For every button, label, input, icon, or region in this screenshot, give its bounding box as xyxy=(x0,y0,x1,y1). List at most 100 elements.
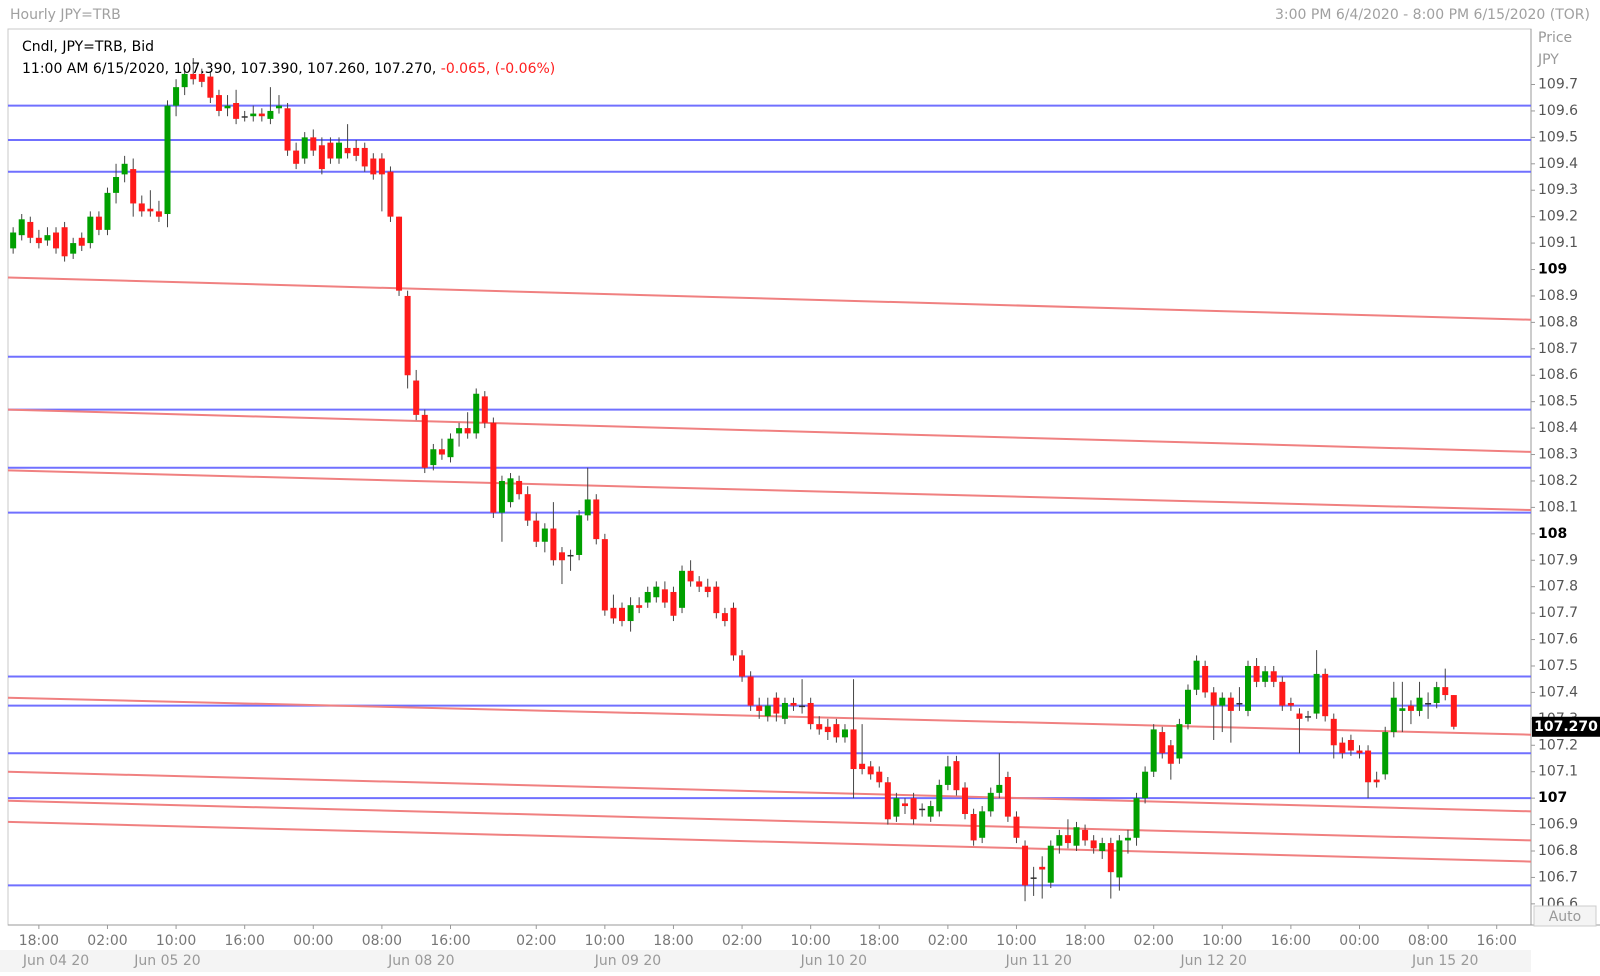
candle-body xyxy=(498,480,505,513)
candle-body xyxy=(1022,845,1029,886)
candle-body xyxy=(430,449,437,466)
x-tick-label: 16:00 xyxy=(225,933,265,949)
y-tick-label: 109.6 xyxy=(1538,103,1578,119)
candle-body xyxy=(799,705,806,708)
candle-body xyxy=(841,729,848,738)
candle-body xyxy=(1176,724,1183,759)
candle-body xyxy=(250,113,257,117)
y-tick-label: 108.6 xyxy=(1538,367,1578,383)
candle-body xyxy=(1322,673,1329,717)
axis-title: Price xyxy=(1538,30,1572,46)
candle-body xyxy=(1425,702,1432,705)
y-tick-label: 106.8 xyxy=(1538,843,1578,859)
candle-body xyxy=(1305,716,1312,718)
candle-body xyxy=(1382,732,1389,775)
candle-body xyxy=(284,108,291,151)
candle-body xyxy=(1296,713,1303,719)
candle-body xyxy=(310,137,317,151)
candle-body xyxy=(53,232,60,249)
info-change: -0.065, (-0.06%) xyxy=(441,61,555,77)
y-tick-label: 108.1 xyxy=(1538,499,1578,515)
candle-body xyxy=(636,605,643,608)
candle-body xyxy=(979,811,986,838)
candle-body xyxy=(233,103,240,119)
candle-body xyxy=(1253,665,1260,682)
date-label: Jun 08 20 xyxy=(387,953,454,969)
candle-body xyxy=(850,729,857,770)
candle-body xyxy=(1159,732,1166,754)
candle-body xyxy=(1262,671,1269,682)
candle-body xyxy=(1433,687,1440,703)
candle-body xyxy=(293,150,300,164)
y-tick-label: 109.7 xyxy=(1538,77,1578,93)
candle-body xyxy=(456,428,463,434)
candle-body xyxy=(275,105,282,109)
candle-body xyxy=(884,782,891,820)
candles xyxy=(10,58,1457,902)
candle-body xyxy=(387,171,394,217)
candle-body xyxy=(378,158,385,175)
candle-body xyxy=(1133,798,1140,838)
y-tick-label: 107 xyxy=(1538,790,1567,806)
candle-body xyxy=(550,528,557,561)
x-tick-label: 02:00 xyxy=(722,933,762,949)
candle-body xyxy=(1124,837,1131,841)
candle-body xyxy=(215,95,222,111)
candle-body xyxy=(601,539,608,611)
candle-body xyxy=(661,589,668,603)
candle-body xyxy=(1202,665,1209,693)
date-range: 3:00 PM 6/4/2020 - 8:00 PM 6/15/2020 (TO… xyxy=(1275,7,1590,23)
candle-body xyxy=(679,570,686,608)
candle-body xyxy=(790,702,797,706)
auto-button-label[interactable]: Auto xyxy=(1549,909,1582,925)
candle-body xyxy=(353,147,360,156)
candle-body xyxy=(18,219,25,236)
x-tick-label: 18:00 xyxy=(19,933,59,949)
candle-body xyxy=(764,705,771,717)
candle-body xyxy=(113,177,120,193)
x-tick-label: 18:00 xyxy=(653,933,693,949)
axis: 106.6106.7106.8106.9107107.1107.2107.310… xyxy=(19,77,1600,969)
info-title: Cndl, JPY=TRB, Bid xyxy=(22,39,154,55)
x-tick-label: 00:00 xyxy=(293,933,333,949)
trend-line xyxy=(7,276,1532,321)
candle-body xyxy=(1219,697,1226,706)
candle-body xyxy=(627,605,634,622)
candle-body xyxy=(336,142,343,159)
candle-body xyxy=(567,554,574,557)
axis-unit: JPY xyxy=(1537,52,1559,68)
candle-body xyxy=(962,787,969,814)
x-tick-label: 18:00 xyxy=(1065,933,1105,949)
candle-body xyxy=(198,73,205,82)
x-tick-label: 02:00 xyxy=(1134,933,1174,949)
x-tick-label: 02:00 xyxy=(928,933,968,949)
candle-body xyxy=(730,607,737,656)
candle-body xyxy=(1356,750,1363,754)
candle-body xyxy=(1373,779,1380,783)
trend-line xyxy=(7,469,1532,512)
candle-body xyxy=(35,237,42,244)
candle-body xyxy=(584,499,591,516)
trend-line xyxy=(7,770,1532,813)
last-price-box xyxy=(1532,716,1600,737)
x-tick-label: 08:00 xyxy=(1408,933,1448,949)
candle-body xyxy=(1047,845,1054,883)
auto-button[interactable] xyxy=(1533,905,1597,927)
y-tick-label: 108.9 xyxy=(1538,288,1578,304)
y-tick-label: 108 xyxy=(1538,526,1567,542)
candle-body xyxy=(138,203,145,212)
candle-body xyxy=(576,515,583,555)
candle-body xyxy=(1236,702,1243,705)
y-tick-label: 107.5 xyxy=(1538,658,1578,674)
candle-body xyxy=(447,438,454,458)
x-tick-label: 10:00 xyxy=(585,933,625,949)
candle-body xyxy=(1407,705,1414,711)
candle-body xyxy=(1030,877,1037,879)
candle-body xyxy=(318,145,325,170)
trend-line xyxy=(7,820,1532,863)
candle-body xyxy=(438,449,445,455)
y-tick-label: 106.9 xyxy=(1538,817,1578,833)
candle-body xyxy=(190,73,197,80)
candle-body xyxy=(473,393,480,434)
